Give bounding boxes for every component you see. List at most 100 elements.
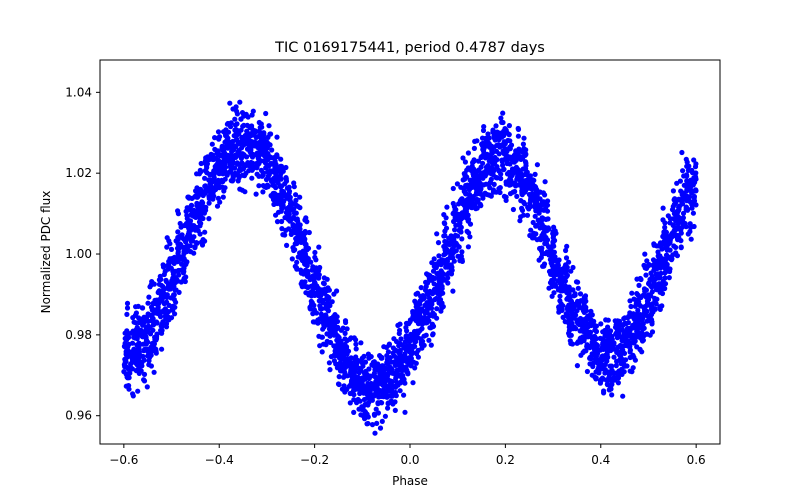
data-point [228,178,234,184]
data-point [126,334,132,341]
scatter-points [121,99,699,436]
data-point [332,353,338,359]
data-point [628,303,634,310]
data-point [451,258,457,264]
data-point [158,314,164,320]
data-point [197,188,203,194]
data-point [303,215,309,221]
data-point [689,177,695,183]
data-point [193,224,200,231]
data-point [471,145,477,151]
data-point [464,167,470,173]
data-point [405,370,411,376]
x-tick-label: −0.4 [205,453,234,467]
data-point [164,235,170,241]
data-point [212,146,218,152]
data-point [373,406,379,412]
data-point [519,188,525,194]
data-point [615,380,622,386]
data-point [372,430,378,436]
data-point [329,299,335,305]
data-point [520,141,527,147]
data-point [393,372,399,378]
data-point [365,395,371,401]
data-point [170,307,176,313]
data-point [293,192,299,198]
data-point [418,341,425,348]
data-point [355,374,361,380]
data-point [541,199,547,205]
data-point [663,256,669,262]
data-point [158,323,164,329]
data-point [263,110,269,117]
data-point [464,204,470,210]
data-point [397,352,404,358]
data-point [452,248,459,254]
data-point [323,342,329,348]
data-point [380,382,386,388]
data-point [302,261,308,267]
data-point [415,354,421,360]
data-point [412,343,418,349]
data-point [566,259,572,265]
data-point [256,158,262,164]
data-point [366,375,372,382]
data-point [482,168,489,174]
data-point [369,397,375,403]
data-point [635,307,641,314]
data-point [605,324,611,330]
data-point [672,232,678,238]
data-point [467,234,473,240]
data-point [387,386,394,392]
data-point [194,240,200,246]
data-point [523,163,529,169]
data-point [283,227,289,233]
data-point [428,325,434,331]
data-point [382,413,388,419]
data-point [353,346,359,352]
data-point [268,131,274,137]
data-point [130,393,136,399]
data-point [508,142,515,148]
data-point [288,216,294,222]
data-point [158,282,164,288]
data-point [279,218,285,225]
data-point [464,228,470,234]
data-point [215,170,222,176]
data-point [451,210,457,216]
data-point [368,384,374,390]
data-point [643,272,649,278]
data-point [242,189,248,195]
data-point [443,225,450,231]
data-point [672,211,679,217]
data-point [469,198,476,204]
data-point [294,259,300,265]
data-point [423,332,429,338]
data-point [368,354,374,360]
data-point [615,318,621,324]
data-point [261,146,267,152]
data-point [353,341,359,347]
data-point [254,171,260,177]
data-point [244,154,250,160]
data-point [308,289,314,295]
data-point [329,323,335,329]
data-point [300,248,306,254]
data-point [374,386,380,392]
data-point [568,307,574,313]
data-point [283,175,289,181]
data-point [444,204,450,210]
data-point [202,160,208,166]
data-point [601,388,607,394]
data-point [539,215,545,221]
data-point [228,168,234,174]
data-point [510,166,516,172]
data-point [265,151,271,157]
data-point [124,305,131,311]
data-point [614,358,620,364]
data-point [164,244,170,250]
data-point [221,150,228,156]
data-point [672,228,678,234]
data-point [500,110,506,116]
data-point [557,271,563,277]
